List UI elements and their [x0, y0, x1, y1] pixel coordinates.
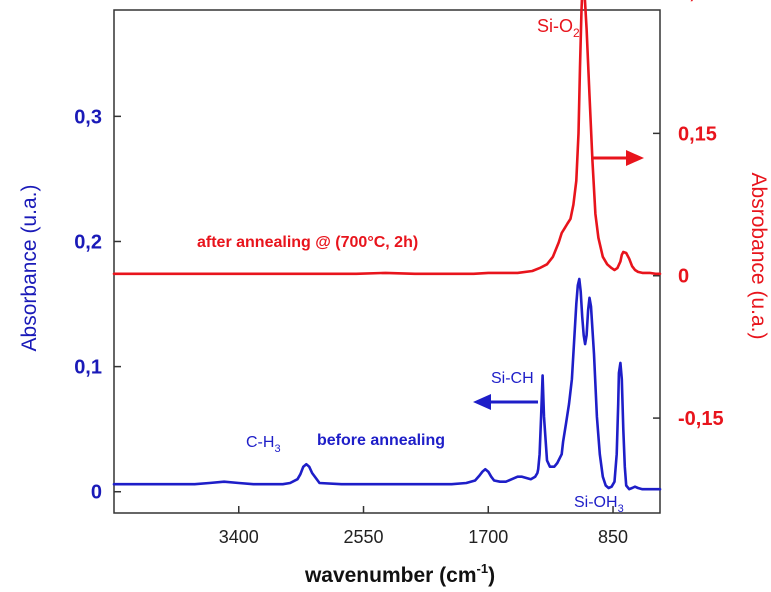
annotation-si-o2: Si-O2	[537, 16, 580, 40]
y-left-tick-label: 0,3	[74, 106, 102, 128]
annotation-after-annealing: after annealing @ (700°C, 2h)	[197, 234, 418, 251]
annotation-c-h3-sub: 3	[274, 443, 280, 455]
series-line-before-annealing	[112, 277, 662, 491]
x-axis-title-end: )	[488, 564, 495, 587]
x-axis-title: wavenumber (cm-1)	[304, 561, 495, 587]
plot-frame	[113, 9, 661, 514]
annotation-c-h3: C-H3	[246, 434, 281, 455]
y-right-tick-label: 0,3	[678, 0, 706, 3]
y-left-axis-title: Absorbance (u.a.)	[18, 185, 41, 352]
x-tick-label: 850	[598, 527, 628, 547]
y-left-tick-label: 0	[91, 482, 102, 504]
y-left-tick-label: 0,2	[74, 231, 102, 253]
x-tick-label: 2550	[343, 527, 383, 547]
y-left-tick-label: 0,1	[74, 357, 102, 379]
annotation-si-o2-sub: 2	[573, 26, 580, 40]
y-right-tick-label: 0	[678, 266, 689, 288]
annotation-si-ch: Si-CH	[491, 370, 534, 387]
x-tick-label: 1700	[468, 527, 508, 547]
x-axis-title-sup: -1	[477, 561, 489, 576]
y-right-axis-title: Absrobance (u.a.)	[747, 173, 770, 340]
x-tick-label: 3400	[219, 527, 259, 547]
y-right-tick-label: 0,15	[678, 123, 717, 145]
annotation-si-oh3-sub: 3	[618, 503, 624, 515]
ticks-layer: 3400 2550 1700 850 0 0,1 0,2 0,3 -0,15 0 0,15 0,3	[74, 0, 723, 547]
annotation-si-oh3: Si-OH3	[574, 494, 624, 515]
arrow-right-axis	[591, 150, 644, 166]
series-layer	[112, 0, 662, 491]
annotation-before-annealing: before annealing	[317, 432, 445, 449]
y-right-tick-label: -0,15	[678, 408, 724, 430]
series-line-after-annealing	[112, 0, 662, 276]
arrow-left-axis	[473, 394, 538, 410]
